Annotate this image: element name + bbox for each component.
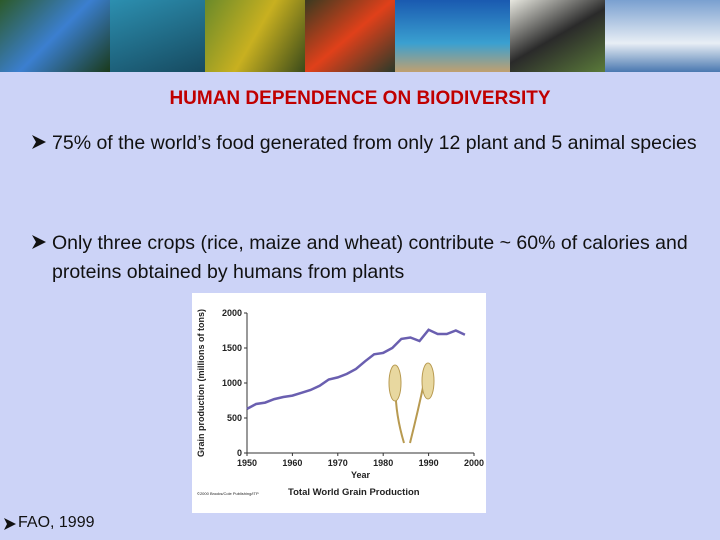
bullet-arrow [32,135,46,149]
x-tick-label: 1990 [419,458,439,468]
y-axis-label: Grain production (millions of tons) [196,309,206,457]
photo-butterfly [0,0,110,72]
x-tick-label: 1970 [328,458,348,468]
chart-background [192,293,486,513]
photo-bird [205,0,305,72]
x-tick-label: 1980 [373,458,393,468]
slide-title: HUMAN DEPENDENCE ON BIODIVERSITY [169,88,551,109]
x-tick-label: 1960 [282,458,302,468]
y-tick-label: 500 [227,413,242,423]
wheat-illustration [388,362,435,444]
bullet-text: Only three crops (rice, maize and wheat)… [52,232,688,283]
photo-polar-bear [605,0,720,72]
chart-title: Total World Grain Production [288,487,420,498]
chart: 0 500 1000 1500 2000 1950 1960 1970 1980 1990 2000… [192,293,486,513]
bullet-arrow [4,518,16,530]
photo-frog [305,0,395,72]
x-tick-label: 1950 [237,458,257,468]
bullet-text: 75% of the world’s food generated from o… [52,132,697,154]
data-line [246,328,466,411]
source-note: FAO, 1999 [18,514,95,531]
photo-turtle [110,0,205,72]
photo-reef [395,0,510,72]
y-tick-label: 1500 [222,343,242,353]
photo-panda [510,0,605,72]
y-tick-label: 0 [237,448,242,458]
bullet-arrow [32,235,46,249]
y-tick-label: 2000 [222,308,242,318]
y-tick-label: 1000 [222,378,242,388]
x-tick-label: 2000 [464,458,484,468]
x-axis-label: Year [351,470,371,480]
chart-credit: ©2000 Brooks/Cole Publishing/ITP [197,491,259,496]
